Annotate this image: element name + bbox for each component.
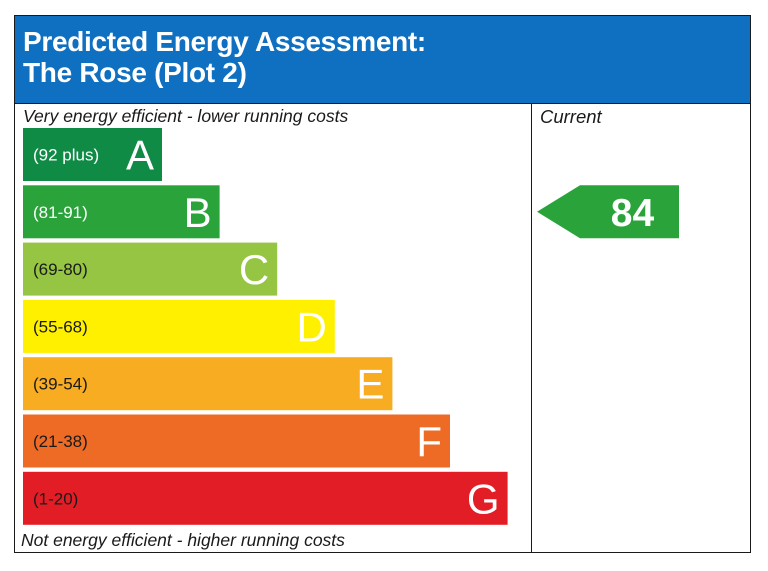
band-letter-e: E bbox=[356, 361, 384, 408]
current-rating-arrow bbox=[537, 185, 679, 239]
column-divider bbox=[531, 104, 532, 552]
band-range-d: (55-68) bbox=[33, 317, 88, 336]
band-bar-f bbox=[23, 414, 450, 468]
band-letter-a: A bbox=[126, 132, 154, 179]
title-line-2: The Rose (Plot 2) bbox=[23, 57, 247, 88]
title-line-1: Predicted Energy Assessment: bbox=[23, 26, 426, 57]
bottom-efficiency-label: Not energy efficient - higher running co… bbox=[21, 530, 345, 550]
band-bar-b bbox=[23, 185, 220, 239]
header-bar: Predicted Energy Assessment: The Rose (P… bbox=[15, 16, 750, 104]
band-range-a: (92 plus) bbox=[33, 146, 99, 165]
band-bar-a bbox=[23, 128, 162, 181]
band-letter-g: G bbox=[467, 475, 500, 522]
rating-band-f: (21-38) F bbox=[23, 414, 450, 468]
page-title: Predicted Energy Assessment: The Rose (P… bbox=[23, 26, 426, 88]
band-bar-c bbox=[23, 242, 278, 296]
current-column-label: Current bbox=[540, 106, 602, 127]
current-rating-value: 84 bbox=[611, 192, 655, 235]
band-letter-f: F bbox=[416, 418, 442, 465]
band-range-e: (39-54) bbox=[33, 375, 88, 394]
current-rating-indicator: 84 bbox=[537, 185, 679, 239]
band-range-c: (69-80) bbox=[33, 260, 88, 279]
top-efficiency-label: Very energy efficient - lower running co… bbox=[23, 106, 349, 126]
rating-band-a: (92 plus) A bbox=[23, 128, 162, 181]
band-range-g: (1-20) bbox=[33, 489, 78, 508]
rating-band-d: (55-68) D bbox=[23, 299, 335, 353]
rating-band-c: (69-80) C bbox=[23, 242, 278, 296]
rating-band-b: (81-91) B bbox=[23, 185, 220, 239]
band-bar-e bbox=[23, 357, 393, 411]
rating-band-g: (1-20) G bbox=[23, 471, 508, 525]
rating-band-e: (39-54) E bbox=[23, 357, 393, 411]
band-range-b: (81-91) bbox=[33, 203, 88, 222]
band-bar-d bbox=[23, 299, 335, 353]
band-letter-b: B bbox=[184, 189, 212, 236]
band-range-f: (21-38) bbox=[33, 432, 88, 451]
band-letter-c: C bbox=[239, 246, 269, 293]
band-bar-g bbox=[23, 471, 508, 525]
band-letter-d: D bbox=[296, 303, 326, 350]
